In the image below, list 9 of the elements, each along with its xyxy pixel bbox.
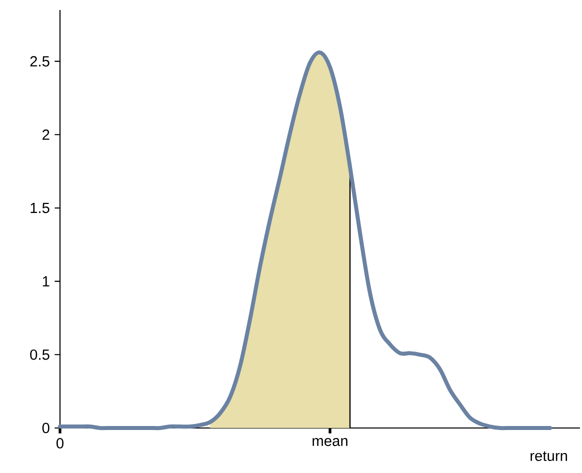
y-tick-label: 0.5 — [30, 349, 50, 360]
y-tick-label: 1 — [42, 276, 50, 286]
line-series — [58, 50, 552, 430]
x-axis-title: return — [530, 451, 567, 461]
y-tick-label: 1.5 — [30, 202, 50, 214]
y-tick-label: 0 — [42, 422, 50, 434]
x-tick-label: mean — [312, 438, 348, 446]
y-tick-label: 2 — [42, 130, 50, 140]
y-tick-label: 2.5 — [30, 56, 50, 67]
